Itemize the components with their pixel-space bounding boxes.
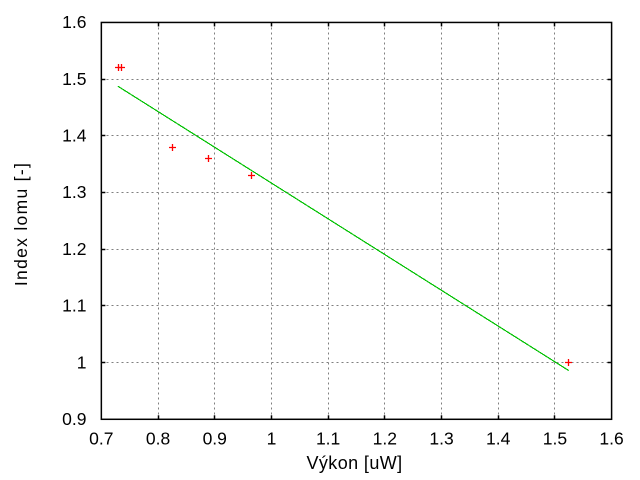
svg-text:0.9: 0.9 [62,409,86,429]
svg-text:1.2: 1.2 [62,239,86,259]
svg-text:1.6: 1.6 [599,428,623,448]
svg-text:1.3: 1.3 [429,428,453,448]
svg-text:1.1: 1.1 [62,296,86,316]
svg-text:0.9: 0.9 [203,428,227,448]
svg-text:0.7: 0.7 [89,428,113,448]
svg-text:1.4: 1.4 [62,126,87,146]
svg-text:1: 1 [267,428,277,448]
svg-text:1.5: 1.5 [62,69,86,89]
svg-text:1.2: 1.2 [373,428,397,448]
svg-text:1.6: 1.6 [62,12,86,32]
svg-text:1.4: 1.4 [486,428,511,448]
svg-text:1: 1 [77,352,87,372]
svg-text:1.1: 1.1 [316,428,340,448]
svg-text:1.3: 1.3 [62,182,86,202]
svg-text:1.5: 1.5 [543,428,567,448]
svg-text:Výkon [uW]: Výkon [uW] [306,453,402,473]
svg-text:0.8: 0.8 [146,428,170,448]
svg-text:Index lomu [-]: Index lomu [-] [11,162,31,286]
